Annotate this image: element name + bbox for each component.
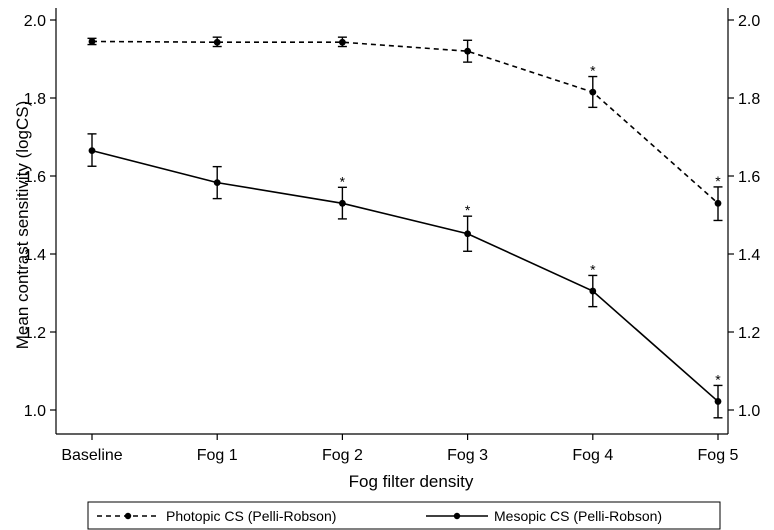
data-point [213, 38, 221, 46]
legend-label-mesopic: Mesopic CS (Pelli-Robson) [494, 508, 662, 524]
data-point [88, 147, 96, 155]
data-point [339, 199, 346, 207]
legend: Photopic CS (Pelli-Robson) Mesopic CS (P… [87, 501, 721, 530]
data-point [88, 38, 96, 45]
legend-label-photopic: Photopic CS (Pelli-Robson) [166, 508, 336, 524]
marks: ****** [87, 36, 723, 419]
series-photopic: ** [87, 36, 723, 222]
legend-marker-photopic [124, 512, 132, 520]
legend-frame [87, 501, 721, 530]
y-tick-label-left: 2.0 [24, 13, 46, 30]
legend-item-mesopic: Mesopic CS (Pelli-Robson) [426, 508, 662, 524]
y-tick-label-right: 1.0 [738, 403, 760, 420]
significance-marker: * [590, 63, 596, 79]
significance-marker: * [715, 173, 721, 189]
significance-marker: * [715, 371, 721, 387]
series-line [91, 40, 719, 204]
x-tick-label: Baseline [61, 447, 122, 464]
data-point [464, 47, 471, 55]
data-point [213, 179, 221, 187]
y-tick-label-right: 1.8 [738, 91, 760, 108]
data-point [589, 287, 597, 295]
y-tick-label-right: 2.0 [738, 13, 760, 30]
significance-marker: * [465, 202, 471, 218]
axes: 1.0 1.0 1.2 1.2 1.4 1.4 1.6 1.6 1.8 1.8 2.0 2.0 Base… [24, 8, 760, 464]
legend-item-photopic: Photopic CS (Pelli-Robson) [97, 508, 336, 524]
data-point [714, 398, 722, 405]
data-point [589, 88, 597, 96]
x-tick-label: Fog 5 [698, 447, 739, 464]
data-point [464, 230, 471, 238]
x-tick-label: Fog 2 [322, 447, 363, 464]
y-tick-label-left: 1.2 [24, 325, 46, 342]
x-axis-title: Fog filter density [349, 472, 474, 491]
y-axis-title: Mean contrast sensitivity (logCS) [13, 101, 32, 349]
x-tick-label: Fog 4 [572, 447, 613, 464]
y-tick-label-right: 1.4 [738, 247, 760, 264]
x-tick-label: Fog 1 [197, 447, 238, 464]
series-line [91, 149, 719, 403]
y-tick-label-left: 1.0 [24, 403, 46, 420]
y-tick-label-right: 1.6 [738, 169, 760, 186]
data-point [339, 38, 346, 46]
y-tick-label-left: 1.6 [24, 169, 46, 186]
y-tick-label-left: 1.8 [24, 91, 46, 108]
data-point [714, 199, 722, 207]
significance-marker: * [590, 261, 596, 277]
y-tick-label-right: 1.2 [738, 325, 760, 342]
significance-marker: * [340, 173, 346, 189]
series-mesopic: * * * * [87, 133, 723, 419]
y-tick-label-left: 1.4 [24, 247, 46, 264]
x-tick-label: Fog 3 [447, 447, 488, 464]
legend-marker-mesopic [453, 512, 461, 520]
